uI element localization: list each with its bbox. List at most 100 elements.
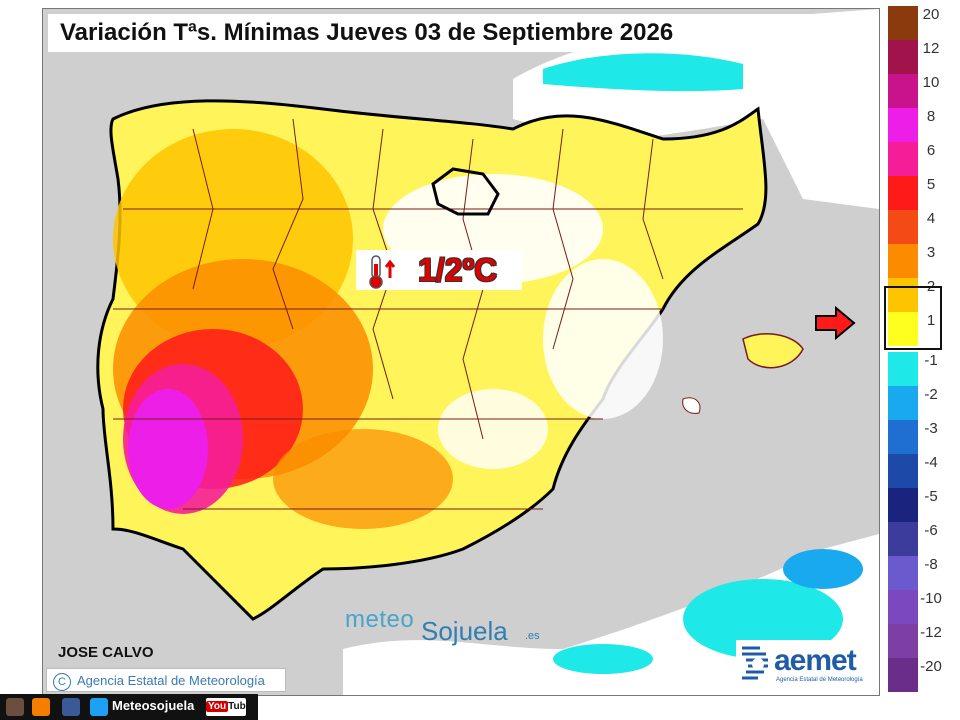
la-rioja-outline [431,167,500,216]
legend-cold-row: -2 [888,386,944,420]
cold-patch-africa-1 [683,579,843,659]
neutral-zone-se [438,389,548,469]
brand-part-meteo: meteo [345,606,415,633]
legend-warm-label: 1 [926,312,936,329]
legend-warm-swatch [888,278,918,312]
copyright-icon: C [53,673,71,691]
legend-warm-row: 12 [888,40,944,74]
legend-warm-label: 3 [926,244,936,261]
brand-suffix: .es [525,630,540,642]
legend-cold-row: -5 [888,488,944,522]
legend-cold-swatch [888,420,918,454]
legend-cold-swatch [888,488,918,522]
legend-warm-row: 10 [888,74,944,108]
map-title: Variación Tªs. Mínimas Jueves 03 de Sept… [48,14,840,52]
legend-warm-label: 6 [926,142,936,159]
legend-highlight-box [884,286,942,350]
social-handle: Meteosojuela [112,698,195,713]
legend-warm-label: 5 [926,176,936,193]
legend-warm-swatch [888,40,918,74]
meteosojuela-watermark: meteo Sojuela .es [345,598,545,648]
legend-cold-label: -4 [924,454,938,471]
cold-patch-africa-3 [553,644,653,674]
youtube-tube: Tube [228,701,252,712]
legend-warm-row: 6 [888,142,944,176]
legend-cold-label: -6 [924,522,938,539]
legend-cold-label: -10 [920,590,942,607]
legend-warm-label: 4 [926,210,936,227]
legend-cold-row: -20 [888,658,944,692]
legend-cold-swatch [888,590,918,624]
instagram-icon[interactable] [6,698,24,716]
legend-cold-label: -1 [924,352,938,369]
legend-warm-row: 4 [888,210,944,244]
aemet-wordmark: aemet [774,644,857,677]
blogger-icon[interactable] [32,698,50,716]
author-label: JOSE CALVO [58,644,154,661]
warm-zone-south [273,429,453,529]
agency-credit-text: Agencia Estatal de Meteorología [77,673,265,688]
facebook-icon[interactable] [62,698,80,716]
temperature-variation-text: 1/2ºC [418,252,498,288]
legend-cold-label: -20 [920,658,942,675]
legend-warm-swatch [888,6,918,40]
legend-warm-row: 5 [888,176,944,210]
legend-warm-label: 12 [922,40,940,57]
agency-credit: C Agencia Estatal de Meteorología [46,668,286,692]
legend-warm-swatch [888,244,918,278]
legend-warm-swatch [888,74,918,108]
youtube-icon[interactable]: You Tube [206,698,251,716]
warm-zone-magenta [128,389,208,509]
legend-cold-row: -10 [888,590,944,624]
ibiza-island [682,397,701,414]
legend-cold-swatch [888,352,918,386]
social-footer: Meteosojuela You Tube [0,694,258,720]
neutral-zone-east [543,259,663,419]
legend-warm-label: 8 [926,108,936,125]
legend-cold-label: -12 [920,624,942,641]
legend-warm-row: 1 [888,312,944,346]
legend-warm-row: 3 [888,244,944,278]
aemet-subtitle: Agencia Estatal de Meteorología [776,677,863,683]
mallorca-island [742,333,804,369]
legend-cold-row: -8 [888,556,944,590]
legend-cold-swatch [888,454,918,488]
legend-cold-row: -3 [888,420,944,454]
legend-warm-label: 10 [922,74,940,91]
legend-warm-swatch [888,210,918,244]
legend-warm-row: 20 [888,6,944,40]
legend-warm-swatch [888,108,918,142]
legend-cold-swatch [888,386,918,420]
map-graphic [96,9,879,695]
legend-warm-row: 8 [888,108,944,142]
cold-patch-africa-2 [783,549,863,589]
map-canvas [42,8,880,696]
cold-patch-france [543,53,743,92]
youtube-you: You [206,701,229,712]
legend-cold-label: -2 [924,386,938,403]
legend-warm-swatch [888,176,918,210]
legend-cold-swatch [888,522,918,556]
legend-cold-row: -12 [888,624,944,658]
legend-cold-swatch [888,658,918,692]
twitter-icon[interactable] [90,698,108,716]
legend-cold-row: -1 [888,352,944,386]
thermometer-up-icon [369,255,396,289]
region-borders [113,118,743,510]
aemet-swirl-icon [742,646,768,680]
legend-cold-row: -4 [888,454,944,488]
aemet-logo: aemet Agencia Estatal de Meteorología [736,640,872,688]
legend-cold-label: -3 [924,420,938,437]
legend-cold-label: -8 [924,556,938,573]
legend-pointer-arrow-icon [815,306,856,340]
legend-warm-swatch [888,142,918,176]
legend-cold-swatch [888,624,918,658]
color-legend: 20 12 10 8 6 5 4 3 2 1 -1 -2 -3 -4 -5 -6 -8 -10 -12 -20 [888,6,944,692]
legend-warm-label: 20 [922,6,940,23]
legend-warm-swatch [888,312,918,346]
legend-cold-swatch [888,556,918,590]
legend-cold-label: -5 [924,488,938,505]
legend-cold-row: -6 [888,522,944,556]
temperature-badge: 1/2ºC [356,250,522,290]
brand-part-sojuela: Sojuela [421,616,508,646]
